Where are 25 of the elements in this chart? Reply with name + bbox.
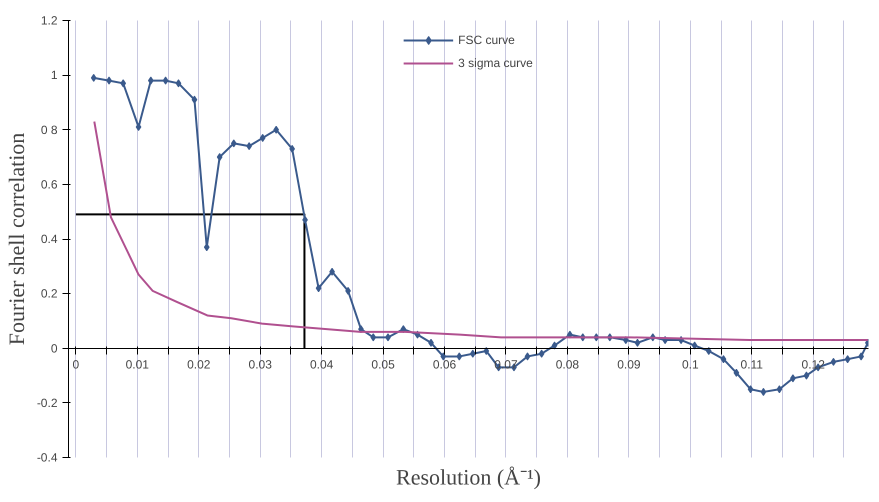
y-tick-label: 0.4 [40, 232, 58, 246]
x-tick-label: 0.11 [740, 357, 764, 372]
x-tick-label: 0 [72, 357, 80, 372]
y-tick-label: 0 8 [40, 122, 58, 137]
x-tick-label: 0.06 [432, 357, 457, 372]
y-tick-label: 1 [50, 68, 58, 82]
y-tick-label: 0.6 [40, 177, 58, 192]
x-tick-label: 0.01 [126, 357, 150, 372]
x-tick-label: 0.04 [310, 357, 334, 372]
x-tick-label: 0.05 [371, 357, 396, 372]
legend-label: 3 sigma curve [458, 56, 533, 70]
x-tick-label: 0.09 [617, 357, 641, 372]
x-tick-label: 0.12 [802, 357, 826, 372]
x-tick-label: 0.1 [682, 357, 699, 372]
legend-label: FSC curve [458, 33, 515, 47]
y-tick-label: -0.2 [36, 396, 58, 410]
x-tick-label: 0.03 [248, 357, 272, 372]
y-axis-title: Fourier shell correlation [4, 132, 29, 346]
x-tick-label: 0.08 [556, 357, 580, 372]
y-tick-label: 0 [50, 341, 58, 356]
y-tick-label: 1.2 [40, 14, 58, 28]
x-axis-title: Resolution (Å⁻¹) [396, 464, 541, 490]
x-tick-label: 0.02 [187, 357, 211, 372]
y-tick-label: -0.4 [36, 450, 58, 464]
y-tick-label: 0.2 [40, 286, 58, 301]
